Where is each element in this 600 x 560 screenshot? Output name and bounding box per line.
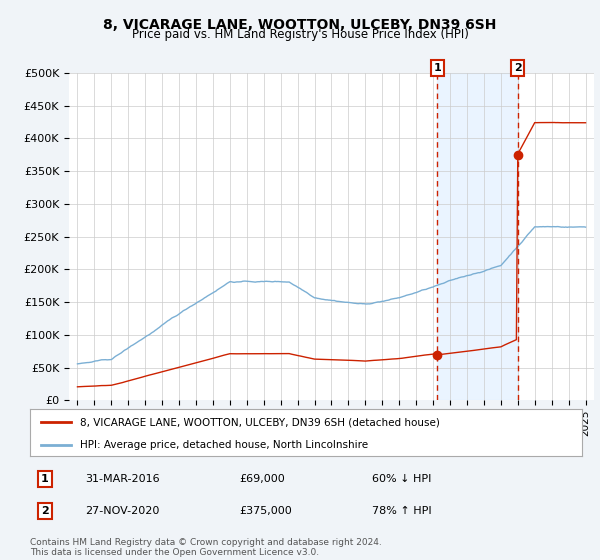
- Text: 60% ↓ HPI: 60% ↓ HPI: [372, 474, 431, 484]
- Text: HPI: Average price, detached house, North Lincolnshire: HPI: Average price, detached house, Nort…: [80, 440, 368, 450]
- Text: 31-MAR-2016: 31-MAR-2016: [85, 474, 160, 484]
- Text: 8, VICARAGE LANE, WOOTTON, ULCEBY, DN39 6SH: 8, VICARAGE LANE, WOOTTON, ULCEBY, DN39 …: [103, 18, 497, 32]
- Text: 1: 1: [41, 474, 49, 484]
- Text: £375,000: £375,000: [240, 506, 293, 516]
- Text: 8, VICARAGE LANE, WOOTTON, ULCEBY, DN39 6SH (detached house): 8, VICARAGE LANE, WOOTTON, ULCEBY, DN39 …: [80, 417, 440, 427]
- Text: 2: 2: [514, 63, 521, 73]
- Bar: [437, 73, 518, 400]
- Text: 1: 1: [433, 63, 441, 73]
- Text: 27-NOV-2020: 27-NOV-2020: [85, 506, 160, 516]
- Text: £69,000: £69,000: [240, 474, 286, 484]
- Text: Contains HM Land Registry data © Crown copyright and database right 2024.
This d: Contains HM Land Registry data © Crown c…: [30, 538, 382, 557]
- Text: Price paid vs. HM Land Registry's House Price Index (HPI): Price paid vs. HM Land Registry's House …: [131, 28, 469, 41]
- Text: 2: 2: [41, 506, 49, 516]
- Text: 78% ↑ HPI: 78% ↑ HPI: [372, 506, 432, 516]
